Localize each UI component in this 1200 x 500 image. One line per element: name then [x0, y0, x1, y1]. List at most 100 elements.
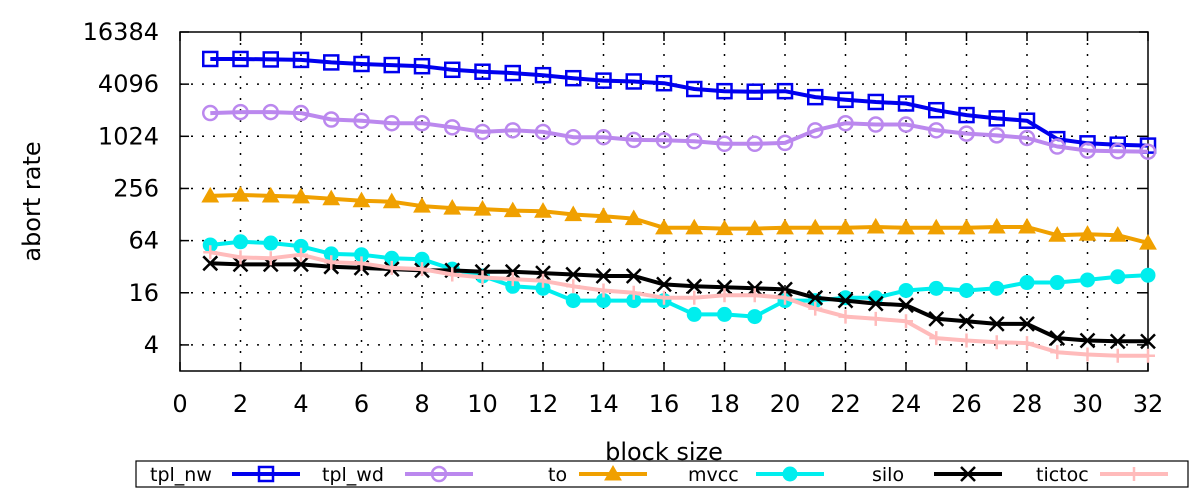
y-tick-label: 1024	[98, 122, 159, 150]
data-point-tpl-wd	[232, 103, 249, 121]
data-point-to	[534, 202, 552, 218]
data-point-mvcc	[1140, 267, 1156, 283]
series-line-to	[210, 193, 1149, 245]
data-point-silo	[867, 295, 884, 312]
data-point-tictoc	[989, 335, 1004, 350]
data-point-tpl-nw	[383, 56, 400, 74]
data-point-silo	[686, 278, 703, 295]
data-point-silo	[1109, 333, 1126, 350]
data-point-tictoc	[778, 290, 792, 305]
data-point-tpl-wd	[928, 122, 945, 139]
data-point-tictoc	[687, 290, 702, 305]
data-point-tpl-wd	[444, 119, 461, 136]
data-point-tictoc	[929, 331, 944, 346]
data-point-to	[322, 189, 341, 206]
data-point-tpl-wd	[565, 128, 582, 146]
data-point-tictoc	[1110, 348, 1125, 363]
data-point-tpl-nw	[686, 80, 703, 98]
data-point-tictoc	[475, 270, 490, 285]
data-point-silo	[1140, 333, 1156, 350]
series-line-tpl-wd	[210, 110, 1149, 154]
data-point-silo	[293, 256, 309, 273]
series-line-tpl-nw	[210, 57, 1149, 148]
data-point-tpl-nw	[655, 74, 673, 92]
data-point-silo	[898, 297, 914, 314]
x-tick-label: 0	[172, 390, 187, 418]
data-point-tpl-wd	[625, 131, 642, 149]
data-point-mvcc	[565, 293, 581, 309]
legend-item-to: to	[548, 464, 647, 486]
legend-item-tpl-nw: tpl_nw	[150, 464, 300, 486]
data-point-tpl-wd	[474, 123, 491, 141]
data-point-tpl-wd	[595, 128, 612, 146]
data-point-tpl-wd	[655, 132, 673, 149]
data-point-tpl-nw	[807, 88, 824, 106]
data-point-tpl-nw	[232, 50, 249, 68]
data-point-tictoc	[1141, 348, 1155, 363]
data-point-to	[836, 218, 855, 235]
data-point-mvcc	[1080, 272, 1095, 288]
data-point-tictoc	[899, 314, 913, 329]
data-point-tictoc	[354, 256, 369, 271]
data-point-tpl-nw	[292, 51, 310, 69]
legend-label: silo	[872, 464, 904, 486]
x-tick-label: 14	[588, 390, 619, 418]
data-point-tpl-wd	[988, 127, 1005, 144]
y-tick-label: 4	[144, 331, 159, 359]
data-point-to	[503, 201, 522, 218]
data-point-mvcc	[747, 309, 763, 325]
data-point-silo	[928, 310, 945, 327]
legend-marker-icon	[1127, 467, 1141, 481]
data-point-tpl-wd	[1049, 138, 1066, 155]
legend-item-mvcc: mvcc	[688, 464, 824, 486]
data-point-tictoc	[566, 279, 581, 294]
data-point-mvcc	[959, 282, 974, 298]
data-point-mvcc	[1110, 269, 1126, 285]
x-tick-label: 4	[293, 390, 308, 418]
data-point-silo	[595, 268, 612, 284]
data-point-tpl-wd	[716, 135, 733, 153]
data-point-to	[292, 187, 310, 204]
series-line-mvcc	[210, 239, 1149, 319]
data-point-tpl-nw	[444, 61, 461, 79]
data-point-to	[1048, 226, 1067, 242]
data-point-tpl-wd	[1079, 142, 1096, 159]
series-line-silo	[210, 261, 1148, 344]
data-point-to	[806, 218, 825, 235]
data-point-tpl-wd	[1109, 142, 1126, 160]
data-point-mvcc	[1049, 275, 1065, 291]
y-tick-label: 64	[128, 227, 159, 255]
data-point-tictoc	[233, 250, 248, 265]
series-mvcc	[202, 234, 1156, 325]
legend-item-tpl-wd: tpl_wd	[322, 464, 473, 486]
series-tictoc	[203, 245, 1155, 363]
data-point-tpl-nw	[534, 66, 552, 84]
data-point-tictoc	[203, 245, 218, 260]
data-point-tictoc	[294, 247, 308, 262]
data-point-tictoc	[1080, 347, 1095, 362]
legend-marker-icon	[430, 465, 448, 483]
series-silo	[202, 255, 1156, 350]
data-point-silo	[202, 255, 219, 272]
data-point-tictoc	[324, 255, 339, 270]
data-point-mvcc	[928, 280, 944, 296]
data-point-tpl-nw	[1018, 112, 1036, 129]
data-point-tpl-wd	[897, 116, 915, 133]
data-point-tpl-wd	[202, 104, 219, 122]
data-point-tpl-wd	[1139, 143, 1157, 160]
data-point-tpl-wd	[534, 123, 552, 141]
x-tick-label: 26	[951, 390, 982, 418]
y-axis-label: abort rate	[18, 141, 46, 261]
data-point-silo	[807, 289, 824, 306]
data-point-to	[745, 219, 764, 236]
data-point-tpl-nw	[928, 101, 945, 119]
data-point-silo	[777, 281, 793, 298]
x-tick-label: 20	[770, 390, 801, 418]
data-point-tpl-nw	[716, 82, 733, 100]
x-tick-label: 6	[354, 390, 369, 418]
x-tick-label: 18	[709, 390, 740, 418]
data-point-silo	[1049, 330, 1066, 346]
data-point-mvcc	[1019, 275, 1035, 291]
x-tick-label: 24	[891, 390, 922, 418]
